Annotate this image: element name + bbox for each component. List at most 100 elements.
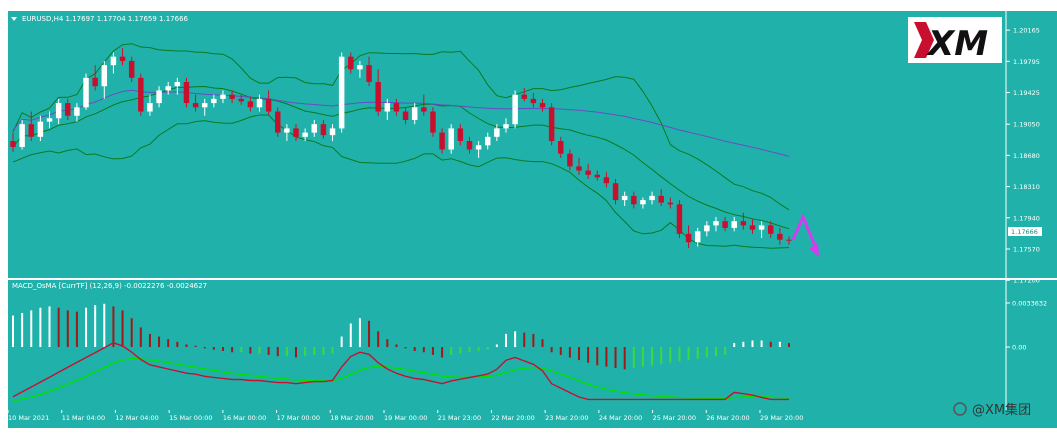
symbol-header: EURUSD,H4 1.17697 1.17704 1.17659 1.1766…	[22, 15, 189, 23]
candle	[704, 221, 710, 237]
macd-line	[12, 342, 789, 401]
candle-body	[567, 153, 573, 167]
xm-logo-text: XM	[926, 24, 988, 64]
price-tick-label: 1.19050	[1013, 121, 1040, 129]
candle-body	[320, 124, 327, 136]
candle-body	[667, 202, 674, 205]
candle	[338, 52, 345, 133]
watermark-icon	[953, 402, 967, 416]
candle-body	[247, 101, 254, 108]
candle	[731, 216, 737, 232]
time-tick-label: 15 Mar 00:00	[169, 414, 212, 422]
forecast-arrow-path	[791, 213, 819, 252]
price-axis-ticks: 1.20165 1.19795 1.19425 1.19050 1.18680 1.183…	[1006, 27, 1040, 285]
candle-body	[366, 65, 372, 83]
candle	[229, 90, 235, 104]
candle	[484, 132, 491, 150]
candle-body	[740, 221, 747, 226]
candle	[676, 200, 683, 239]
candle	[156, 86, 162, 108]
candle-body	[685, 233, 692, 243]
candle	[749, 219, 756, 234]
candle	[247, 96, 254, 112]
candle	[55, 98, 62, 125]
candle-body	[348, 56, 354, 70]
candle	[603, 172, 610, 188]
candle-body	[731, 221, 737, 228]
candle	[475, 141, 482, 158]
time-tick-label: 24 Mar 20:00	[599, 414, 642, 422]
price-tick-label: 1.18680	[1013, 152, 1040, 160]
candle-body	[329, 128, 336, 136]
candle	[612, 179, 619, 205]
candle-body	[457, 128, 464, 142]
macd-axis-bg	[1006, 280, 1057, 410]
candle-body	[768, 225, 774, 234]
candle	[19, 119, 25, 150]
price-tick-label: 1.20165	[1013, 27, 1040, 35]
candle-body	[612, 183, 619, 201]
time-tick-label: 29 Mar 20:00	[760, 414, 803, 422]
candle-body	[475, 145, 482, 150]
candle	[448, 124, 454, 154]
candle-body	[338, 56, 345, 129]
candle-body	[640, 200, 646, 205]
candle-body	[37, 121, 44, 137]
candle-body	[238, 98, 244, 102]
candle	[174, 77, 181, 95]
candle-body	[484, 136, 491, 146]
candle-body	[192, 103, 199, 108]
candle-body	[83, 77, 89, 108]
candle-body	[284, 128, 290, 133]
candle	[201, 98, 208, 116]
candle-body	[201, 103, 208, 108]
header-collapse-icon[interactable]	[11, 17, 17, 21]
bollinger-lower-band	[12, 114, 790, 249]
candle	[585, 163, 591, 180]
candle	[366, 56, 372, 87]
current-price-label: 1.17666	[1011, 228, 1038, 236]
candles	[10, 48, 792, 249]
candle-body	[448, 128, 454, 150]
candle	[101, 60, 108, 99]
candle	[92, 65, 98, 91]
candle-body	[74, 107, 80, 116]
candle-body	[220, 94, 226, 99]
candle	[658, 189, 664, 206]
candle-body	[594, 174, 601, 178]
macd-histogram	[12, 303, 790, 370]
candle-body	[631, 195, 637, 205]
candle	[621, 191, 628, 206]
candle	[512, 90, 518, 129]
forecast-arrow-head	[809, 242, 819, 257]
candle-body	[777, 233, 783, 240]
candle	[256, 94, 263, 112]
current-price-tag: 1.17666	[1008, 227, 1042, 236]
time-tick-label: 23 Mar 20:00	[545, 414, 588, 422]
candle-body	[265, 98, 272, 112]
candle	[320, 119, 327, 139]
price-panel-bg	[8, 10, 1006, 278]
candle	[293, 124, 299, 142]
candle	[211, 94, 217, 108]
candle-body	[293, 128, 299, 137]
macd-header: MACD_OsMA [CurrTF] (12,26,9) -0.0022276 …	[12, 282, 207, 290]
candle	[439, 128, 445, 154]
time-tick-label: 17 Mar 00:00	[277, 414, 320, 422]
candle-body	[530, 98, 537, 104]
candle-body	[402, 111, 409, 120]
candle-body	[302, 132, 308, 137]
candle	[138, 73, 144, 116]
candle	[238, 94, 244, 105]
candle-body	[311, 124, 318, 133]
candle	[284, 124, 290, 142]
candle-body	[658, 195, 664, 203]
candle-body	[101, 65, 108, 87]
candle	[329, 124, 336, 142]
candle	[128, 56, 135, 83]
price-tick-label: 1.17940	[1013, 214, 1040, 222]
candle	[466, 136, 473, 154]
candle-body	[558, 141, 564, 154]
candle-body	[576, 166, 582, 171]
